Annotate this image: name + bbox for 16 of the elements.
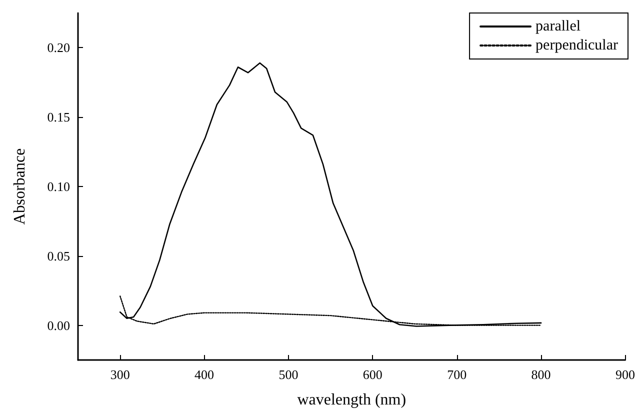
- y-tick-label: 0.15: [47, 110, 70, 125]
- y-tick-label: 0.10: [47, 179, 70, 194]
- legend-label: perpendicular: [536, 38, 618, 54]
- x-tick-label: 700: [447, 367, 467, 382]
- x-axis-title: wavelength (nm): [297, 392, 406, 408]
- legend-label: parallel: [536, 18, 581, 34]
- x-tick-label: 900: [616, 367, 635, 382]
- y-tick-label: 0.05: [47, 248, 70, 264]
- x-tick-label: 500: [278, 367, 298, 382]
- x-tick-label: 800: [531, 367, 551, 382]
- y-tick-label: 0.00: [47, 318, 70, 333]
- x-tick-label: 600: [362, 367, 382, 382]
- y-tick-label: 0.20: [47, 40, 70, 56]
- x-tick-label: 300: [110, 367, 130, 382]
- x-tick-label: 400: [194, 367, 214, 382]
- y-axis-title: Absorbance: [12, 148, 28, 225]
